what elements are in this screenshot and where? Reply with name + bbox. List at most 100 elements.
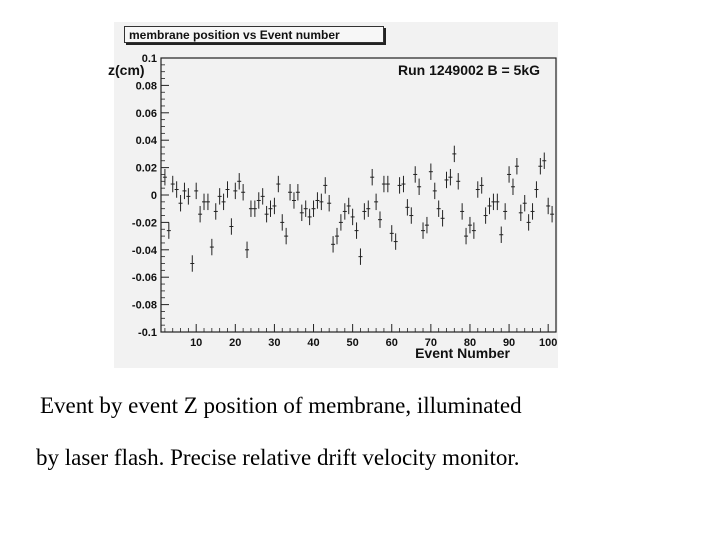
data-point	[202, 193, 207, 211]
data-point	[475, 181, 480, 198]
data-point	[530, 203, 535, 220]
data-point	[205, 193, 210, 211]
y-tick-label: -0.08	[132, 300, 157, 312]
data-point	[389, 225, 394, 242]
data-point	[276, 175, 281, 193]
data-point	[213, 203, 218, 220]
data-point	[299, 204, 304, 222]
data-point	[178, 195, 183, 212]
chart-title: membrane position vs Event number	[124, 26, 384, 43]
data-point	[542, 152, 547, 169]
x-axis-title: Event Number	[415, 345, 510, 361]
x-tick-label: 80	[464, 337, 476, 349]
data-point	[256, 192, 261, 209]
data-point	[182, 182, 187, 200]
data-point	[436, 200, 441, 217]
data-point	[409, 207, 414, 224]
data-point	[487, 197, 492, 215]
data-point	[162, 168, 167, 186]
data-point	[538, 158, 543, 175]
data-point	[534, 181, 539, 198]
data-point	[174, 181, 179, 198]
x-tick-label: 20	[229, 337, 241, 349]
data-point	[268, 200, 273, 217]
data-point	[354, 222, 359, 239]
data-point	[229, 218, 234, 235]
data-point	[495, 193, 500, 211]
y-tick-label: -0.04	[132, 245, 158, 257]
data-point	[291, 192, 296, 209]
y-tick-label: 0.04	[136, 135, 158, 147]
data-point	[526, 214, 531, 231]
data-point	[499, 226, 504, 243]
data-point	[186, 188, 191, 205]
data-point	[315, 192, 320, 209]
data-point	[237, 173, 242, 190]
data-point	[401, 175, 406, 193]
data-point	[311, 200, 316, 217]
data-point	[444, 171, 449, 189]
data-point	[471, 222, 476, 239]
plot-frame	[160, 57, 557, 333]
data-point	[338, 214, 343, 231]
data-point	[479, 177, 484, 194]
x-tick-label: 100	[539, 337, 557, 349]
y-tick-label: 0	[151, 190, 157, 202]
data-point	[272, 197, 277, 215]
x-tick-label: 30	[268, 337, 280, 349]
data-point	[546, 197, 551, 215]
x-tick-label: 40	[307, 337, 319, 349]
data-point	[378, 211, 383, 228]
data-point	[225, 181, 230, 198]
data-point	[190, 255, 195, 272]
data-point	[460, 203, 465, 220]
data-point	[198, 205, 203, 223]
data-point	[518, 204, 523, 222]
data-point	[307, 208, 312, 226]
plot-image: 0.1 0.08 0.06 0.04 0.02 0 -0.02 -0.04 -0.06 -0.08…	[108, 22, 558, 368]
chart: 0.1 0.08 0.06 0.04 0.02 0 -0.02 -0.04 -0.06 -0.08…	[132, 53, 557, 349]
data-point	[217, 188, 222, 205]
data-point	[405, 199, 410, 216]
data-point	[374, 193, 379, 211]
data-point	[522, 195, 527, 212]
data-point	[319, 193, 324, 211]
data-point	[464, 227, 469, 245]
data-point	[503, 203, 508, 220]
y-tick-label: 0.1	[142, 53, 157, 65]
data-point	[209, 238, 214, 256]
data-point	[194, 182, 199, 200]
x-tick-label: 70	[425, 337, 437, 349]
data-point	[303, 200, 308, 217]
data-point	[331, 236, 336, 253]
data-point	[424, 216, 429, 234]
x-tick-label: 10	[190, 337, 202, 349]
data-point	[327, 195, 332, 212]
data-point	[280, 214, 285, 231]
y-axis-title: z(cm)	[108, 62, 145, 78]
data-point	[295, 184, 300, 201]
data-point	[510, 178, 515, 195]
data-point	[421, 222, 426, 239]
data-point	[417, 178, 422, 195]
x-tick-label: 90	[503, 337, 515, 349]
data-point	[334, 227, 339, 245]
data-point	[366, 200, 371, 217]
x-tick-label: 60	[386, 337, 398, 349]
data-point	[385, 175, 390, 193]
data-point	[323, 177, 328, 194]
x-tick-label: 50	[347, 337, 359, 349]
data-point	[397, 177, 402, 194]
data-point	[248, 200, 253, 217]
y-tick-label: -0.06	[132, 272, 157, 284]
data-point	[245, 241, 250, 259]
data-point	[170, 175, 175, 193]
data-point	[428, 163, 433, 180]
data-point	[233, 182, 238, 200]
data-point	[342, 203, 347, 220]
y-tick-label: 0.02	[136, 163, 157, 175]
data-point	[507, 166, 512, 183]
data-point	[260, 188, 265, 205]
data-point	[221, 193, 226, 211]
caption-line-2: by laser flash. Precise relative drift v…	[36, 445, 520, 470]
